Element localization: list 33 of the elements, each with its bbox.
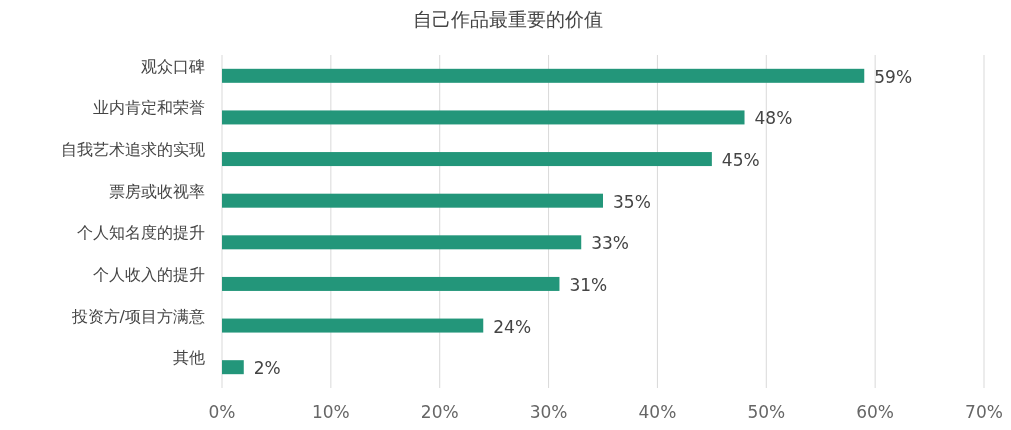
data-label: 31% (569, 274, 608, 295)
chart-title: 自己作品最重要的价值 (413, 8, 603, 30)
y-tick-label: 投资方/项目方满意 (70, 306, 205, 326)
data-label: 59% (874, 66, 913, 87)
data-label: 24% (493, 316, 532, 337)
bar (222, 235, 582, 250)
data-label: 48% (754, 108, 793, 129)
x-tick-label: 0% (208, 402, 236, 422)
x-tick-label: 20% (420, 402, 459, 422)
x-tick-label: 10% (311, 402, 350, 422)
y-tick-label: 个人知名度的提升 (77, 223, 205, 243)
y-tick-label: 业内肯定和荣誉 (93, 98, 205, 118)
bar (222, 193, 603, 208)
x-tick-label: 50% (747, 402, 786, 422)
bar (222, 276, 560, 291)
y-tick-label: 自我艺术追求的实现 (61, 140, 205, 160)
bar (222, 152, 712, 167)
bar (222, 110, 745, 125)
x-tick-label: 30% (529, 402, 568, 422)
data-label: 2% (253, 358, 281, 379)
x-tick-label: 70% (965, 402, 1003, 422)
data-label: 33% (591, 233, 630, 254)
data-label: 45% (721, 150, 760, 171)
bar (222, 68, 865, 83)
x-tick-label: 60% (856, 402, 895, 422)
bar (222, 318, 484, 333)
y-tick-label: 个人收入的提升 (93, 264, 205, 284)
y-tick-label: 其他 (173, 348, 205, 368)
y-tick-label: 观众口碑 (141, 56, 205, 76)
bar (222, 360, 244, 375)
y-tick-label: 票房或收视率 (109, 181, 205, 201)
x-tick-label: 40% (638, 402, 677, 422)
data-label: 35% (613, 191, 651, 212)
